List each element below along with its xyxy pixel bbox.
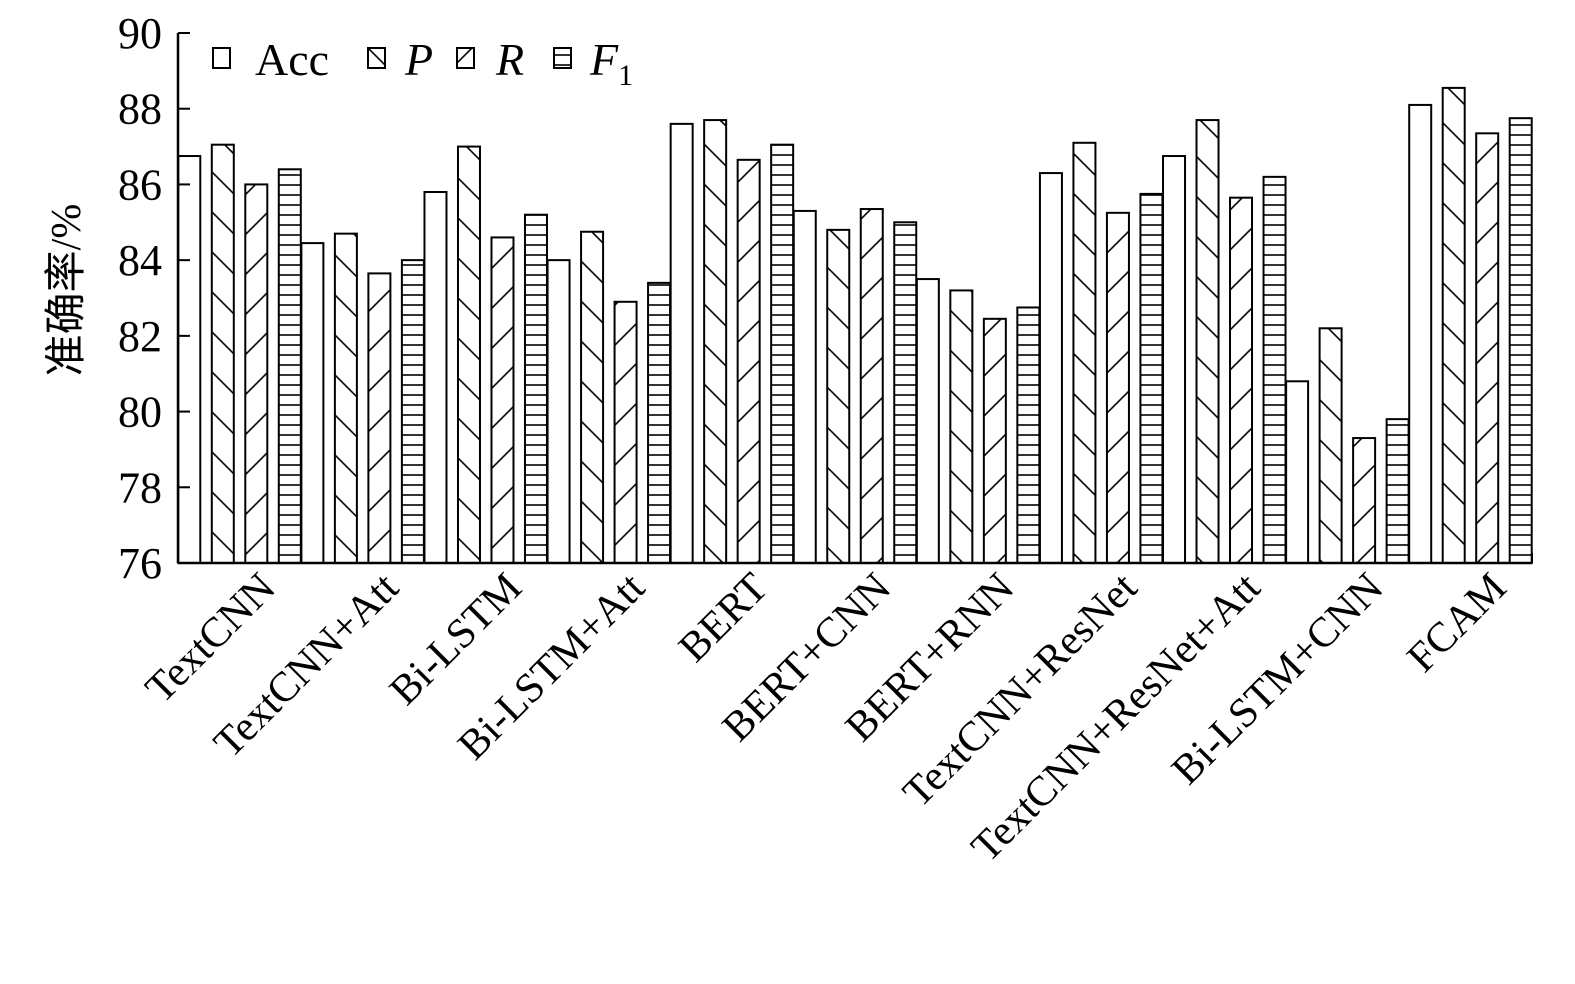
legend-swatch-acc [212, 47, 231, 69]
bar-r-10 [1352, 437, 1377, 565]
bar-acc-4 [546, 259, 571, 564]
legend: Acc P R F1 [212, 34, 633, 92]
legend-swatch-r [456, 47, 475, 69]
bar-p-2 [333, 232, 358, 564]
bar-acc-3 [423, 191, 448, 564]
bar-p-6 [826, 228, 851, 564]
y-tick-label: 80 [118, 388, 162, 437]
bar-f-6 [893, 221, 918, 565]
bar-acc-11 [1408, 103, 1433, 565]
bar-p-11 [1441, 86, 1466, 565]
bar-p-4 [580, 230, 605, 564]
bar-r-7 [982, 317, 1007, 565]
bar-f-9 [1262, 175, 1287, 564]
bar-p-9 [1195, 119, 1220, 564]
bar-acc-2 [300, 242, 325, 564]
bar-f-5 [770, 143, 795, 565]
x-ticks [300, 553, 1533, 563]
bar-f-1 [277, 168, 302, 565]
y-tick-label: 88 [118, 85, 162, 134]
y-tick-label: 76 [118, 539, 162, 588]
legend-label-r: R [495, 34, 524, 85]
bar-p-10 [1318, 327, 1343, 564]
bar-r-4 [613, 300, 638, 564]
y-tick-label: 84 [118, 236, 162, 285]
bar-r-3 [490, 236, 515, 565]
x-tick-label: FCAM [1399, 565, 1516, 682]
bar-r-2 [367, 272, 392, 564]
bars-group [177, 86, 1533, 565]
bar-f-2 [400, 259, 425, 564]
y-ticks: 76 78 80 82 84 86 88 90 [118, 9, 190, 588]
bar-r-8 [1105, 211, 1130, 564]
y-axis-label: 准确率/% [43, 204, 90, 377]
bar-acc-6 [792, 209, 817, 565]
bar-f-3 [523, 213, 548, 564]
x-tick-label: BERT [670, 565, 777, 672]
bar-acc-8 [1038, 172, 1063, 564]
bar-acc-10 [1285, 380, 1310, 564]
x-tick-label: Bi-LSTM+CNN [1163, 565, 1392, 794]
bar-r-1 [244, 183, 269, 565]
bar-acc-7 [915, 278, 940, 564]
bar-f-7 [1016, 306, 1041, 565]
legend-label-p: P [404, 34, 433, 85]
bar-acc-9 [1162, 155, 1187, 565]
legend-label-f: F1 [589, 34, 633, 92]
legend-label-acc: Acc [255, 34, 329, 85]
y-tick-label: 86 [118, 160, 162, 209]
y-tick-label: 90 [118, 9, 162, 58]
bar-p-7 [949, 289, 974, 564]
bar-acc-5 [669, 122, 694, 564]
bar-r-5 [736, 158, 761, 564]
bar-acc-1 [177, 155, 202, 565]
bar-p-5 [703, 119, 728, 564]
bar-r-9 [1229, 196, 1254, 565]
bar-r-11 [1475, 132, 1500, 564]
bar-f-8 [1139, 192, 1164, 564]
x-tick-label: TextCNN+ResNet [894, 564, 1146, 816]
bar-f-10 [1385, 418, 1410, 564]
bar-f-4 [647, 281, 672, 564]
legend-swatch-p [367, 47, 386, 69]
y-tick-label: 78 [118, 463, 162, 512]
legend-swatch-f [553, 47, 572, 69]
bar-p-1 [210, 143, 235, 565]
bar-f-11 [1508, 117, 1533, 565]
bar-p-3 [456, 145, 481, 564]
y-tick-label: 82 [118, 312, 162, 361]
bar-p-8 [1072, 141, 1097, 565]
bar-r-6 [859, 208, 884, 565]
